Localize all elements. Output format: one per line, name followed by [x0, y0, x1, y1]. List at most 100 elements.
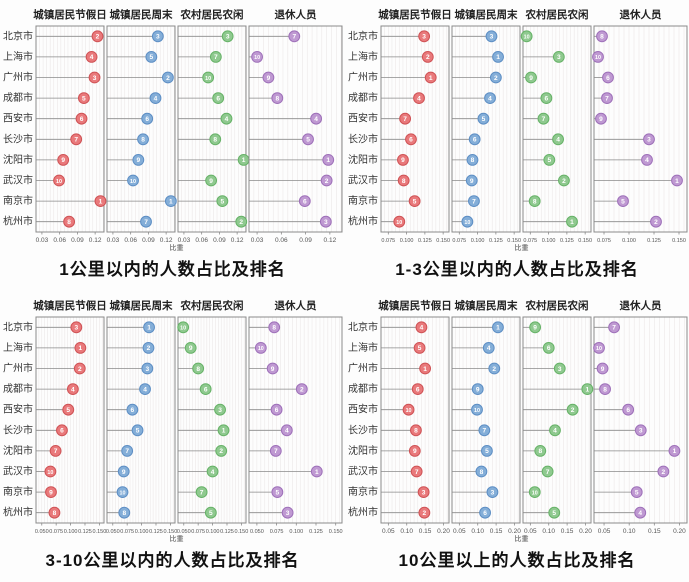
city-label: 杭州市 [3, 506, 33, 519]
rank-dot [62, 403, 75, 416]
tick-label: 0.15 [648, 528, 661, 535]
rank-number: 10 [524, 35, 530, 41]
rank-number: 3 [146, 366, 150, 373]
rank-number: 2 [166, 75, 170, 82]
rank-dot [424, 71, 437, 84]
rank-dot [417, 486, 430, 499]
city-label: 武汉市 [3, 465, 33, 478]
tick-label: 0.12 [160, 237, 173, 244]
rank-dot [126, 403, 139, 416]
tick-label: 0.03 [251, 237, 264, 244]
rank-dot [63, 215, 76, 228]
rank-dot [310, 465, 323, 478]
tick-label: 0.125 [560, 238, 574, 244]
chart-over-10km: 北京市 上海市 广州市 成都市 西安市 长沙市 沈阳市 武汉市 南京市 杭州市 城镇居民节假日 4 5 1… [345, 291, 689, 544]
tick-label: 0.075 [270, 529, 284, 535]
panel-urban-weekend: 城镇居民周末 3 1 2 4 5 6 8 9 7 10 0.075 0.100 0.125 0.150 [451, 8, 521, 244]
tick-label: 0.100 [400, 238, 414, 244]
city-label: 武汉市 [348, 465, 378, 478]
panel-rural-leisure: 农村居民农闲 10 3 9 6 7 4 5 2 8 1 0.075 0.100 0.125 0.150 [520, 8, 592, 244]
city-label: 广州市 [348, 362, 378, 375]
rank-dot [149, 92, 162, 104]
tick-label: 0.20 [579, 528, 592, 535]
rank-dot [66, 383, 79, 395]
rank-number: 8 [213, 137, 217, 144]
panel-header: 城镇居民周末 [455, 299, 518, 312]
rank-number: 7 [483, 428, 487, 435]
rank-dot [77, 92, 90, 104]
rank-number: 9 [601, 366, 605, 373]
rank-number: 1 [79, 345, 83, 352]
rank-dot [643, 133, 655, 146]
city-label: 杭州市 [348, 506, 378, 519]
rank-dot [468, 195, 480, 208]
tick-label: 0.125 [647, 238, 661, 244]
chart-title-1-3km: 1-3公里以内的人数占比及排名 [395, 260, 639, 279]
tick-label: 0.150 [672, 238, 686, 244]
rank-dot [268, 321, 281, 334]
rank-number: 8 [272, 325, 276, 332]
rank-number: 7 [200, 489, 204, 496]
rank-dot [141, 362, 154, 375]
rank-number: 4 [488, 95, 492, 102]
rank-number: 10 [56, 179, 62, 185]
rank-number: 4 [417, 95, 421, 102]
rank-dot [205, 174, 218, 187]
rank-dot [596, 30, 608, 43]
rank-dot [671, 174, 683, 187]
rank-number: 5 [482, 116, 486, 123]
rank-number: 7 [125, 448, 129, 455]
rank-dot [45, 486, 57, 499]
rank-dot [217, 424, 230, 437]
tick-label: 0.03 [36, 237, 49, 244]
rank-number: 4 [556, 137, 560, 144]
rank-dot [116, 486, 129, 499]
tick-label: 0.15 [490, 528, 503, 535]
rank-number: 1 [315, 469, 319, 476]
rank-dot [408, 195, 421, 208]
rank-dot [214, 403, 226, 416]
panel-retired: 退休人员 7 10 9 8 4 5 1 2 6 3 0.03 0.06 0.09 0.12 [248, 8, 343, 244]
rank-number: 2 [492, 366, 496, 373]
tick-label: 0.125 [78, 529, 92, 535]
panel-border [248, 316, 343, 524]
rank-dot [70, 133, 83, 146]
rank-dot [88, 71, 101, 84]
rank-number: 9 [267, 75, 271, 82]
rank-number: 4 [285, 428, 289, 435]
tick-label: 0.125 [489, 238, 503, 244]
rank-number: 1 [99, 198, 103, 205]
tick-label: 0.125 [309, 529, 323, 535]
rank-number: 7 [472, 198, 476, 205]
rank-number: 9 [470, 178, 474, 185]
rank-dot [280, 424, 293, 437]
tick-label: 0.20 [508, 528, 521, 535]
rank-dot [634, 424, 647, 437]
panel-header: 城镇居民节假日 [378, 8, 452, 21]
panel-header: 退休人员 [275, 8, 317, 21]
rank-dot [657, 465, 670, 478]
city-label: 上海市 [3, 341, 33, 354]
tick-label: 0.09 [213, 237, 226, 244]
tick-label: 0.15 [561, 528, 574, 535]
rank-dot [49, 445, 62, 457]
city-label: 沈阳市 [3, 444, 33, 457]
city-label: 西安市 [3, 112, 33, 125]
rank-dot [413, 342, 426, 354]
rank-number: 7 [612, 325, 616, 332]
rank-dot [262, 71, 275, 84]
rank-dot [553, 362, 566, 375]
rank-dot [235, 215, 248, 228]
rank-dot [411, 383, 424, 395]
rank-number: 8 [480, 469, 484, 476]
tick-label: 0.06 [195, 237, 208, 244]
rank-number: 5 [635, 489, 639, 496]
city-label: 长沙市 [348, 132, 378, 145]
x-axis-label: 比重 [170, 243, 184, 252]
rank-dot [397, 174, 410, 187]
rank-number: 9 [61, 157, 65, 164]
rank-dot [552, 133, 564, 146]
rank-number: 7 [74, 137, 78, 144]
